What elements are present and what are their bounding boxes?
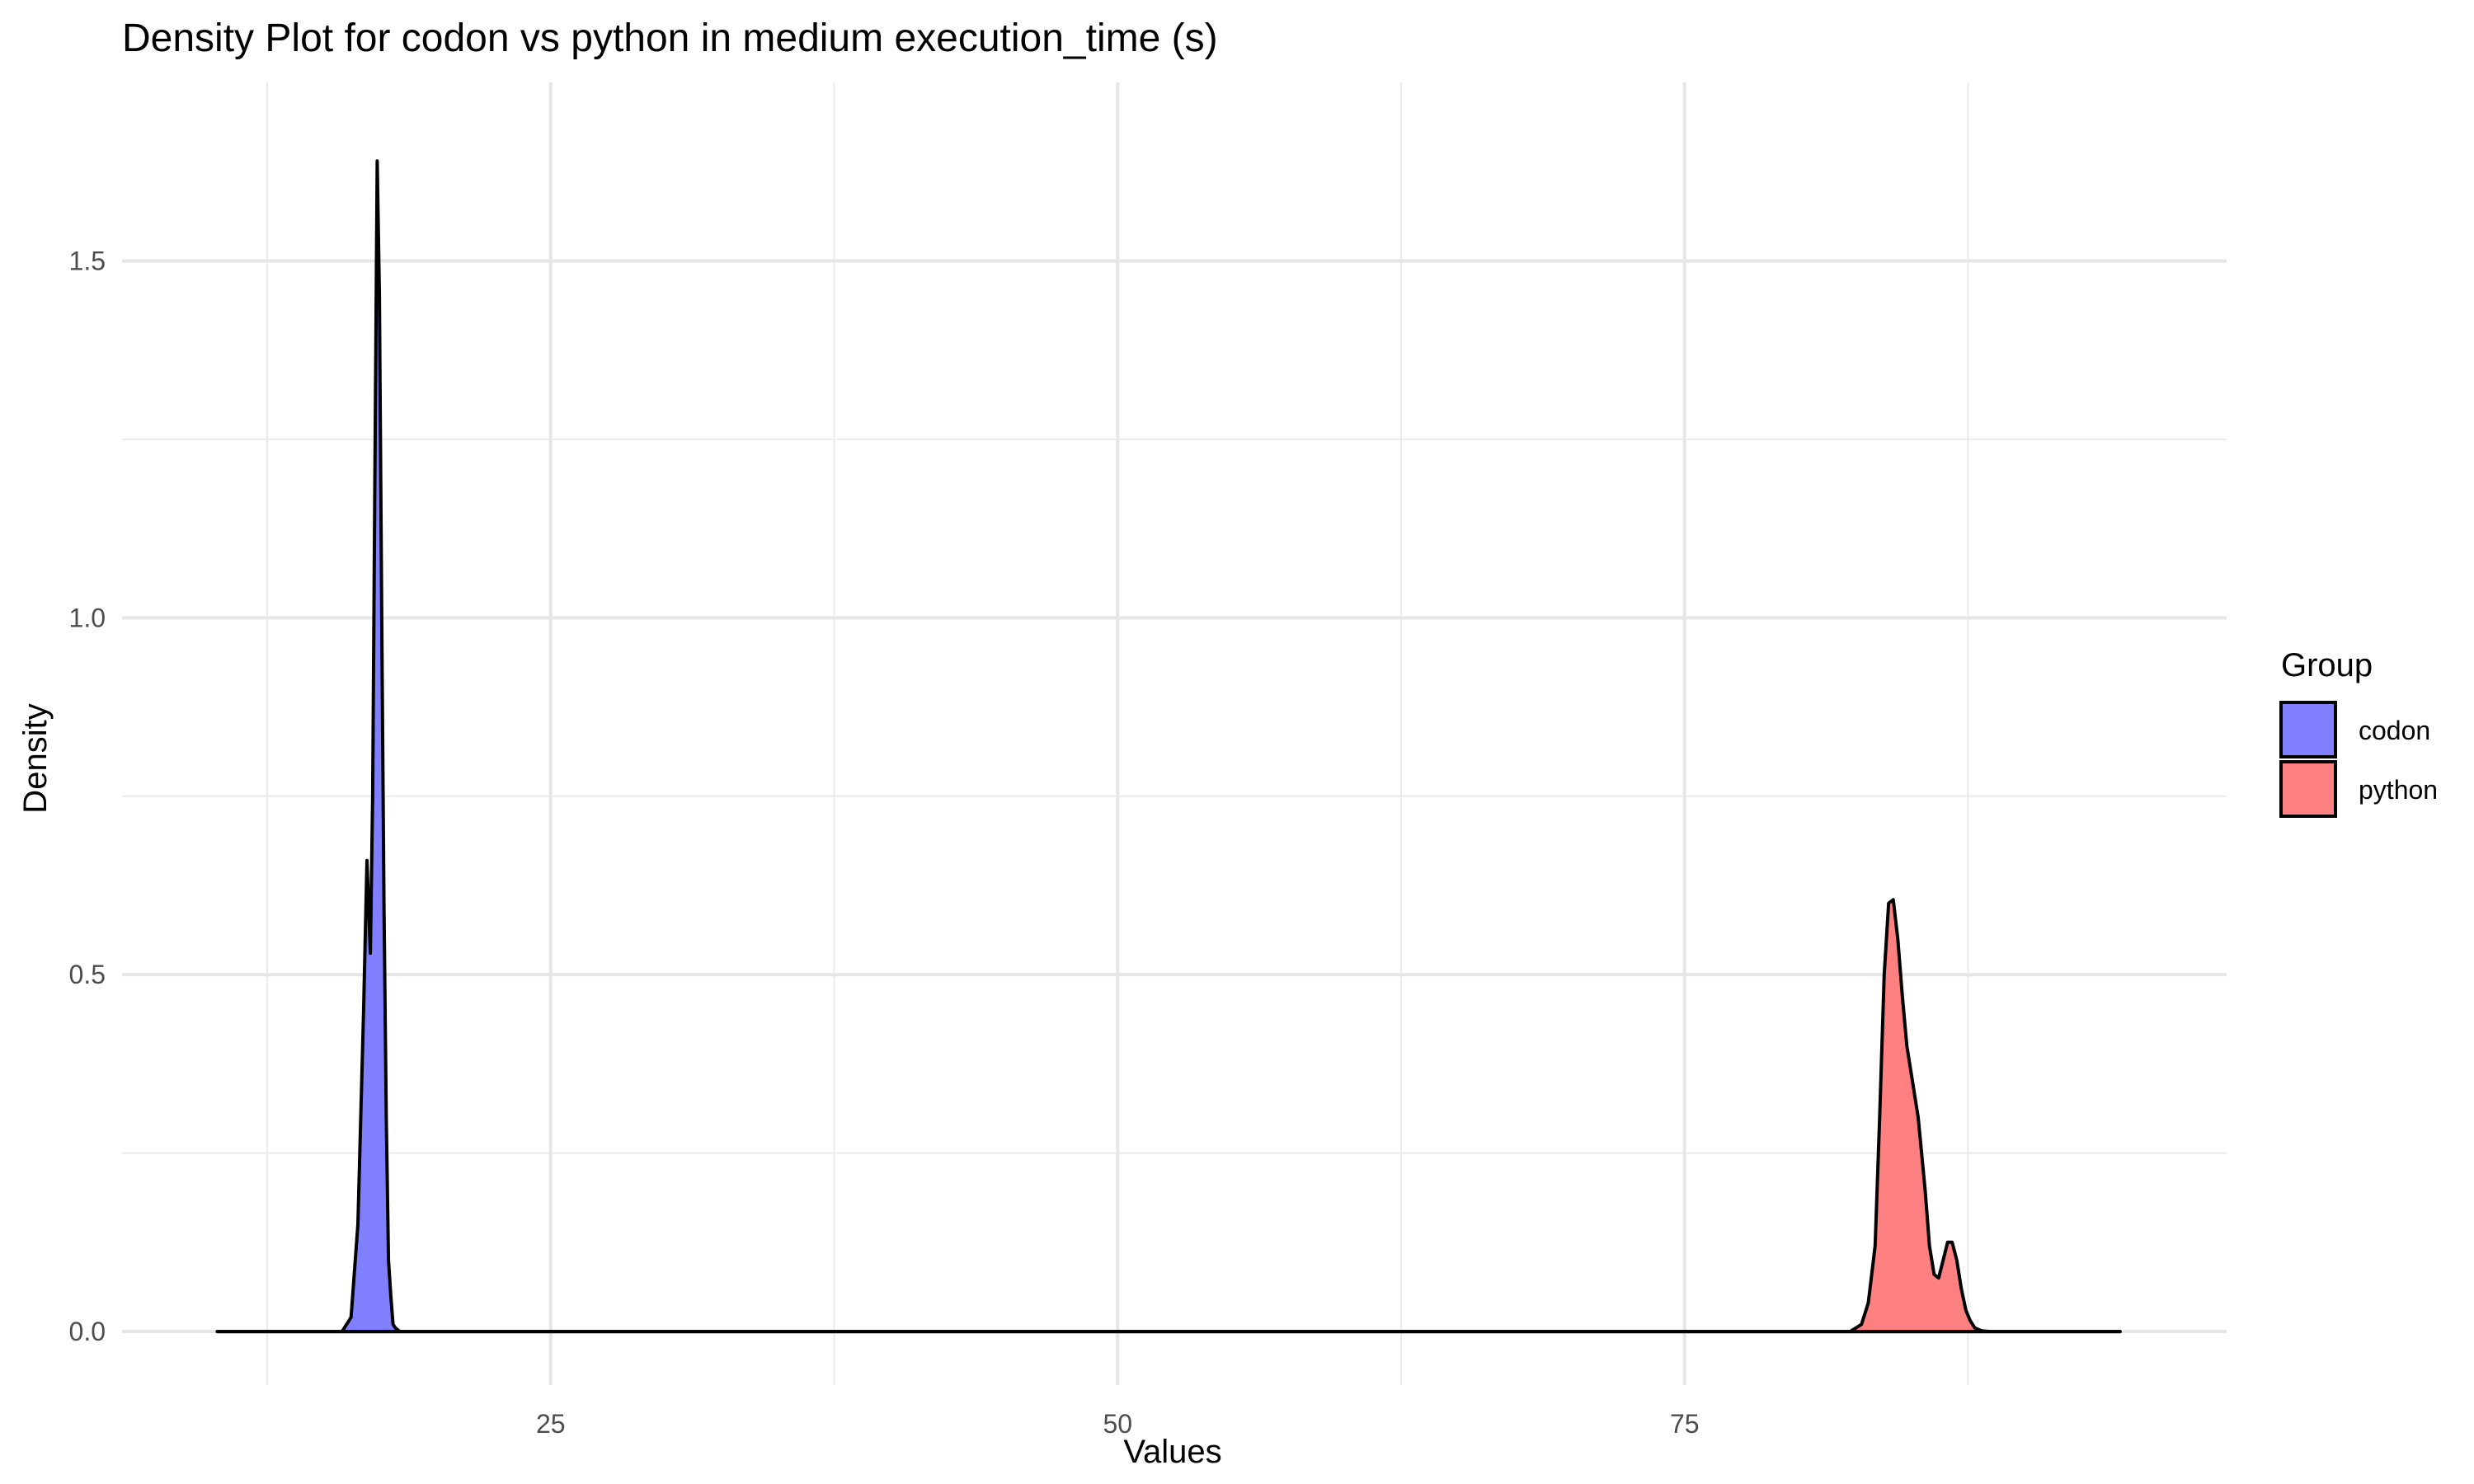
density-areas xyxy=(215,159,2122,1334)
legend-key-python xyxy=(2279,760,2337,818)
y-tick-label: 0.0 xyxy=(69,1317,106,1346)
y-tick-labels: 0.0 0.5 1.0 1.5 xyxy=(69,246,106,1346)
y-tick-label: 1.5 xyxy=(69,246,106,275)
legend-title: Group xyxy=(2281,647,2373,683)
chart-title: Density Plot for codon vs python in medi… xyxy=(122,16,1218,60)
density-area-python xyxy=(215,898,2122,1334)
x-tick-label: 25 xyxy=(536,1409,566,1439)
y-tick-label: 0.5 xyxy=(69,960,106,989)
y-axis-title: Density xyxy=(17,703,54,813)
x-tick-label: 50 xyxy=(1103,1409,1132,1439)
legend-label-python: python xyxy=(2359,775,2438,805)
legend-label-codon: codon xyxy=(2359,716,2430,745)
x-tick-labels: 25 50 75 xyxy=(536,1409,1700,1439)
legend: Group codon python xyxy=(2279,647,2438,818)
density-area-codon xyxy=(215,159,2122,1334)
y-tick-label: 1.0 xyxy=(69,603,106,632)
x-tick-label: 75 xyxy=(1670,1409,1700,1439)
x-axis-title: Values xyxy=(1123,1434,1221,1470)
legend-key-codon xyxy=(2279,701,2337,758)
